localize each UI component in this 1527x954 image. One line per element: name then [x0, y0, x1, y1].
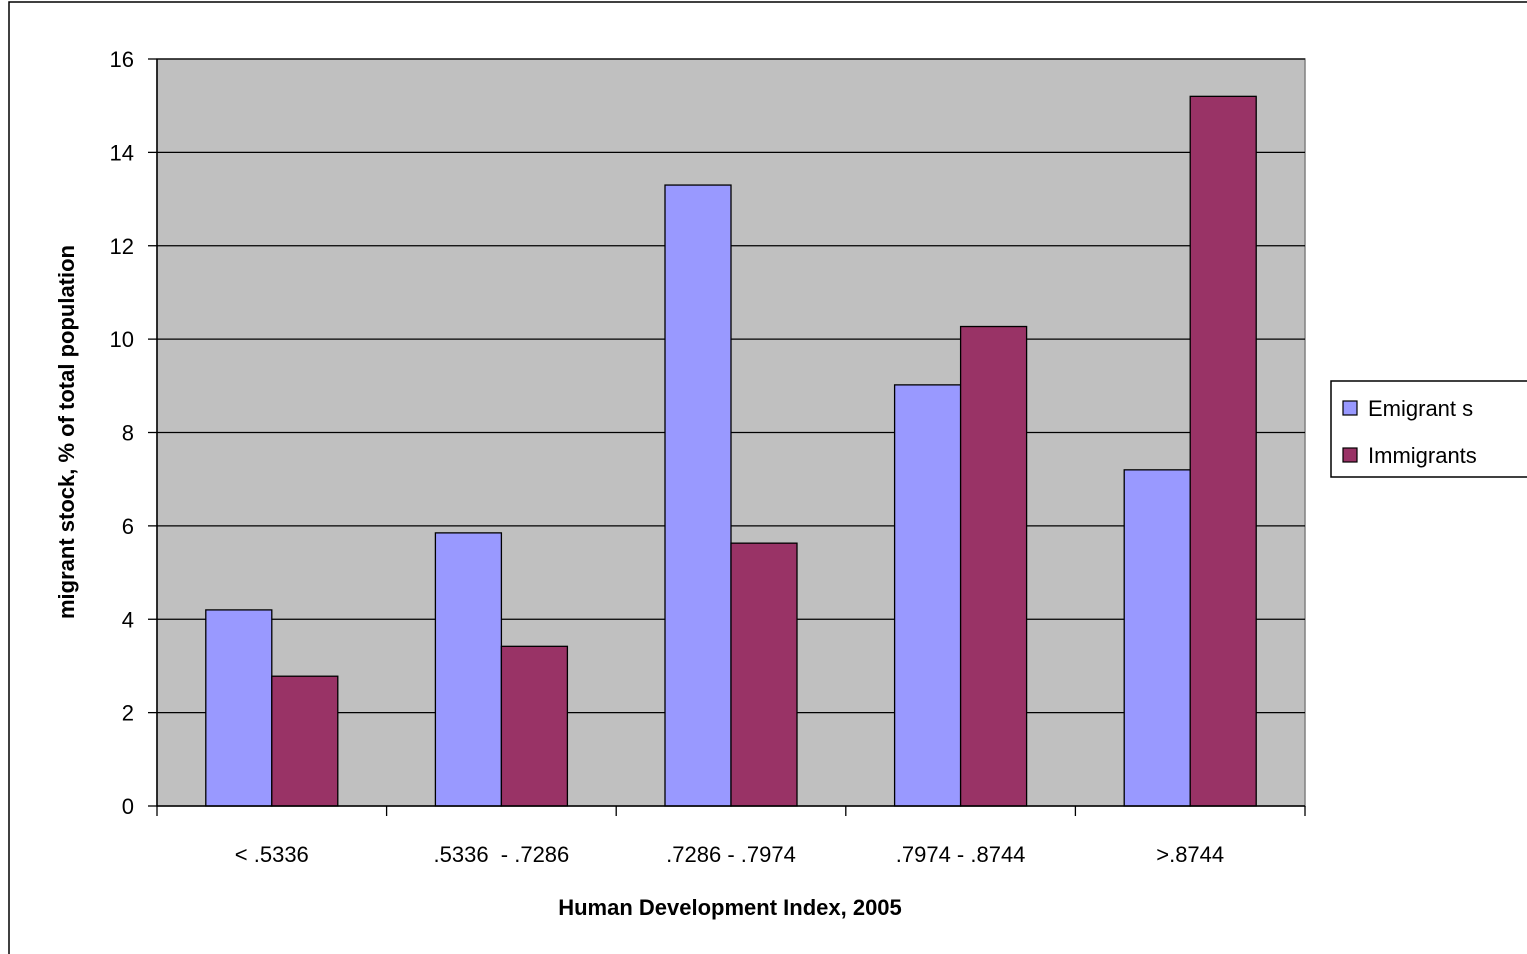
y-tick-label: 0 — [122, 794, 134, 819]
bar-emigrants — [893, 384, 962, 807]
axes — [148, 58, 1306, 816]
legend: Emigrant s Immigrants — [1330, 380, 1527, 478]
bar-immigrants — [500, 645, 569, 807]
bar-emigrants — [1123, 469, 1191, 807]
y-axis-title: migrant stock, % of total population — [54, 245, 79, 619]
legend-box — [1330, 380, 1527, 478]
bar-emigrants — [434, 532, 503, 807]
x-tick-label: .7286 - .7974 — [666, 842, 796, 867]
bar-emigrants — [664, 184, 732, 807]
x-axis-title: Human Development Index, 2005 — [558, 895, 902, 920]
y-tick-label: 4 — [122, 607, 134, 632]
bar-emigrants — [205, 609, 273, 807]
x-tick-label: .5336 - .7286 — [434, 842, 570, 867]
y-tick-label: 16 — [110, 47, 134, 72]
bar-immigrants — [271, 675, 339, 807]
y-tick-label: 12 — [110, 234, 134, 259]
y-tick-label: 2 — [122, 701, 134, 726]
y-tick-label: 14 — [110, 140, 134, 165]
y-tick-labels: 0 2 4 6 8 10 12 14 16 — [110, 47, 134, 819]
x-tick-label: >.8744 — [1156, 842, 1224, 867]
y-tick-label: 6 — [122, 514, 134, 539]
x-tick-label: < .5336 — [235, 842, 309, 867]
bar-immigrants — [959, 325, 1028, 807]
legend-label-immigrants: Immigrants — [1368, 443, 1477, 468]
x-tick-labels: < .5336 .5336 - .7286 .7286 - .7974 .7974 -… — [235, 842, 1224, 867]
bar-immigrants — [1189, 95, 1257, 807]
x-tick-label: .7974 - .8744 — [896, 842, 1026, 867]
bars — [205, 95, 1257, 807]
y-tick-label: 8 — [122, 421, 134, 446]
bar-immigrants — [730, 542, 798, 807]
legend-label-emigrants: Emigrant s — [1368, 396, 1473, 421]
legend-swatch-emigrants — [1342, 400, 1358, 416]
legend-swatch-immigrants — [1342, 447, 1358, 463]
y-tick-label: 10 — [110, 327, 134, 352]
